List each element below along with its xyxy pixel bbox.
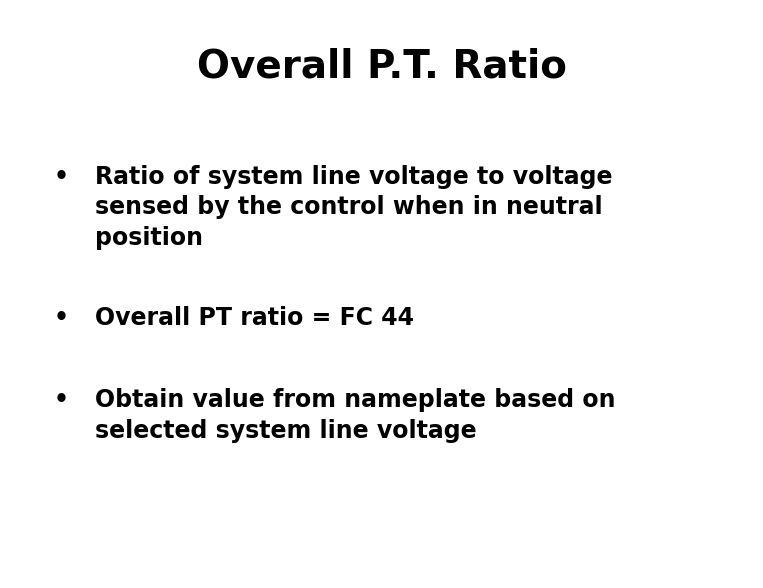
Text: •: •: [53, 165, 69, 189]
Text: •: •: [53, 388, 69, 412]
Text: Overall P.T. Ratio: Overall P.T. Ratio: [197, 47, 566, 85]
Text: Overall PT ratio = FC 44: Overall PT ratio = FC 44: [95, 306, 414, 330]
Text: Obtain value from nameplate based on
selected system line voltage: Obtain value from nameplate based on sel…: [95, 388, 616, 443]
Text: •: •: [53, 306, 69, 330]
Text: Ratio of system line voltage to voltage
sensed by the control when in neutral
po: Ratio of system line voltage to voltage …: [95, 165, 613, 250]
